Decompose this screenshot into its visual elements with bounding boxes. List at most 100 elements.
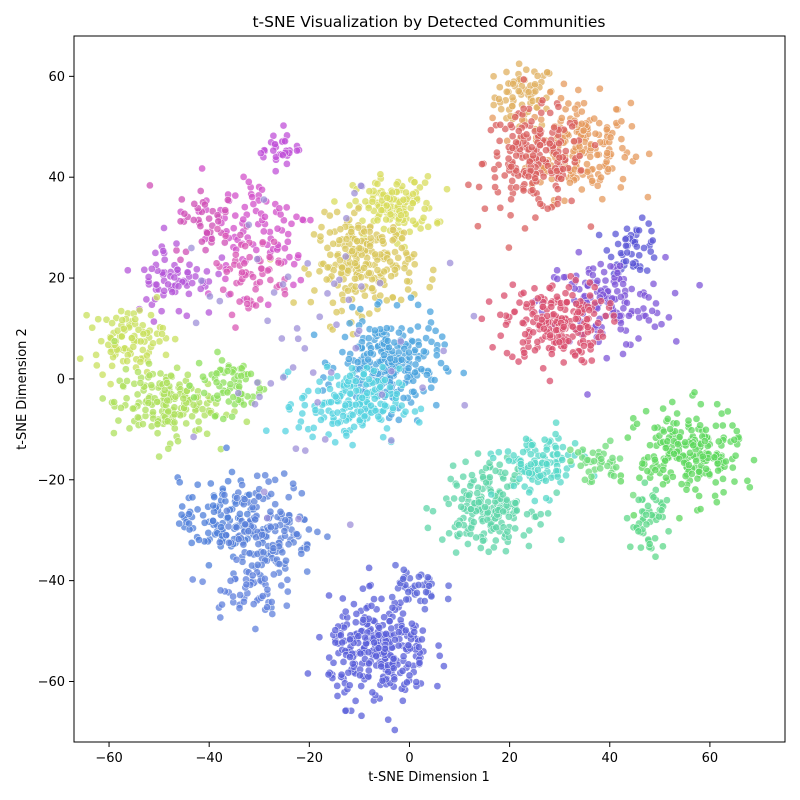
scatter-point [595,119,604,127]
scatter-point [525,526,534,535]
scatter-point [501,469,510,477]
scatter-point [648,236,657,245]
scatter-point [673,409,681,418]
scatter-point [302,544,311,553]
scatter-point [444,500,453,508]
scatter-point [433,219,442,228]
scatter-point [417,365,426,374]
scatter-point [329,239,338,248]
scatter-point [427,337,436,346]
scatter-point [403,277,412,286]
scatter-point [326,385,334,393]
scatter-point [359,584,367,593]
scatter-point [231,191,240,200]
scatter-point [465,491,473,500]
scatter-point [399,195,408,204]
scatter-point [354,204,363,213]
scatter-point [405,671,414,680]
scatter-point [576,461,585,470]
scatter-point [607,253,615,261]
scatter-point [424,324,433,333]
scatter-point [512,183,521,192]
scatter-point [257,149,265,158]
x-tick-label: −40 [195,751,222,766]
scatter-point [540,435,549,444]
scatter-point [457,502,466,511]
scatter-point [632,242,641,251]
scatter-point [546,377,554,385]
scatter-point [346,635,354,644]
scatter-point [327,398,335,406]
scatter-point [153,293,161,302]
scatter-point [235,382,244,391]
scatter-point [153,398,162,406]
scatter-point [345,319,354,328]
scatter-point [264,300,273,309]
scatter-point [583,456,592,464]
scatter-point [571,439,579,448]
scatter-point [376,170,385,179]
scatter-point [416,183,424,192]
scatter-point [146,181,154,190]
scatter-point [444,595,453,603]
scatter-point [577,107,586,116]
scatter-point [327,368,336,377]
scatter-point [587,356,596,365]
scatter-point [623,514,631,523]
scatter-point [147,311,155,319]
scatter-point [695,281,704,290]
scatter-point [606,133,615,142]
scatter-point [378,363,387,371]
scatter-point [394,253,403,262]
scatter-point [373,300,382,309]
scatter-point [376,383,385,391]
scatter-point [218,356,226,365]
scatter-point [360,412,369,421]
scatter-point [407,293,415,302]
scatter-point [415,418,424,427]
scatter-point [256,295,265,304]
scatter-point [175,519,184,528]
scatter-point [294,515,303,523]
scatter-point [445,529,453,538]
scatter-point [599,332,607,341]
scatter-point [304,669,312,678]
scatter-point [304,387,313,395]
scatter-point [304,270,313,279]
scatter-point [554,102,563,111]
scatter-point [663,496,671,505]
scatter-point [391,561,400,570]
scatter-point [367,602,376,610]
scatter-point [616,454,624,463]
scatter-point [329,298,337,307]
scatter-point [585,278,594,287]
scatter-point [156,369,165,378]
scatter-point [196,222,205,230]
scatter-point [643,467,652,475]
scatter-point [559,443,567,451]
scatter-point [583,315,591,324]
scatter-point [502,87,511,96]
scatter-point [557,174,566,183]
scatter-point [392,389,401,398]
scatter-point [214,270,223,278]
scatter-point [399,565,408,574]
scatter-point [568,322,577,331]
scatter-point [616,261,624,270]
scatter-point [326,228,334,237]
scatter-point [380,267,388,276]
scatter-point [512,138,520,147]
scatter-point [423,573,432,582]
scatter-point [271,140,279,149]
scatter-point [330,197,339,206]
scatter-point [673,440,682,449]
scatter-point [221,232,230,240]
scatter-point [277,334,286,343]
scatter-point [108,362,116,370]
scatter-point [253,471,262,480]
scatter-point [661,253,670,262]
scatter-point [297,489,306,498]
x-tick-label: 40 [601,751,618,766]
scatter-point [571,104,579,113]
scatter-point [671,289,679,297]
